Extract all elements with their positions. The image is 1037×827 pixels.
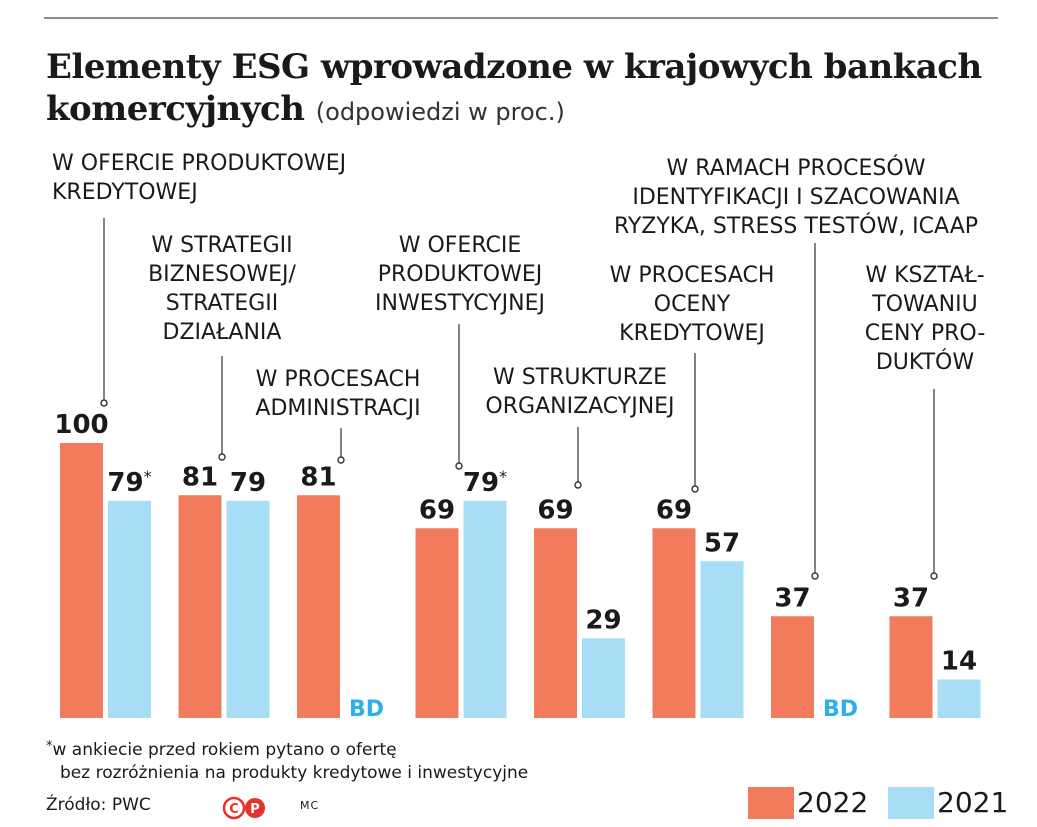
chart-subtitle: (odpowiedzi w proc.) [315,98,565,126]
value-label-2021-asterisk: * [144,467,152,486]
value-label-2021: 79 [230,468,266,498]
category-label: RYZYKA, STRESS TESTÓW, ICAAP [614,213,978,239]
bar-2022 [534,528,577,718]
bar-2021 [937,679,981,718]
category-label: W STRATEGII [151,233,292,258]
value-label-2022: 37 [774,583,810,613]
category-label: STRATEGII [166,291,279,316]
value-label-2021: 29 [585,605,621,635]
bar-2022 [415,528,459,718]
bar-2022 [297,495,340,718]
svg-text:C: C [229,802,239,817]
leader-dot [574,481,582,489]
category-label: W PROCESACH [610,263,775,288]
leader-dot [691,485,699,493]
bar-2022 [771,616,814,718]
category-label: TOWANIU [871,292,977,317]
leader-dot [455,462,463,470]
category-label: BIZNESOWEJ/ [148,262,296,287]
leader-dot [811,572,819,580]
copyright-logo: C P [222,796,265,820]
value-label-2022: 81 [300,462,336,492]
value-label-2021: 79* [463,467,507,498]
footnote-marker: * [46,739,53,754]
category-label: KREDYTOWEJ [52,180,198,205]
value-label-2021: 79* [107,467,151,498]
category-label: W PROCESACH [256,367,421,392]
category-label: W STRUKTURZE [493,365,667,390]
category-label: DZIAŁANIA [163,320,282,345]
leader-dot [337,456,345,464]
footnote-line-1: w ankiecie przed rokiem pytano o ofertę [52,740,397,760]
footnote: *w ankiecie przed rokiem pytano o ofertę… [46,735,528,785]
category-label: DUKTÓW [876,349,975,375]
category-label: ORGANIZACYJNEJ [485,394,674,419]
value-label-2021-bd: BD [823,697,858,722]
author-initials: MC [300,799,320,812]
top-rule [44,17,998,19]
category-label: IDENTYFIKACJI I SZACOWANIA [632,185,959,210]
leader-dot [218,453,226,461]
value-label-2021-asterisk: * [499,467,507,486]
leader-dot [100,399,108,407]
footnote-line-2: bez rozróżnienia na produkty kredytowe i… [60,763,529,783]
value-label-2021: 14 [941,647,977,677]
value-label-2021: 57 [704,528,740,558]
source-note: Źródło: PWC [46,795,151,815]
legend-swatch-2021 [888,786,934,819]
bar-2021 [700,561,744,718]
category-label: INWESTYCYJNEJ [375,291,545,316]
category-label: CENY PRO- [865,321,986,346]
category-label: KREDYTOWEJ [619,321,765,346]
category-label: PRODUKTOWEJ [378,262,543,287]
chart-title-text: Elementy ESG wprowadzone w krajowych ban… [46,47,982,129]
value-label-2022: 69 [537,495,573,525]
category-label: W RAMACH PROCESÓW [667,155,926,181]
bar-2022 [889,616,933,718]
legend-swatch-2022 [748,786,794,819]
bar-2021 [108,500,151,718]
svg-text:P: P [250,802,260,817]
legend-item-2021: 2021 [888,786,1008,819]
legend-label-2022: 2022 [797,786,869,819]
category-label: W OFERCIE PRODUKTOWEJ [52,151,346,176]
bar-2021 [463,500,507,718]
chart-title: Elementy ESG wprowadzone w krajowych ban… [46,46,1026,133]
legend-label-2021: 2021 [937,786,1009,819]
bar-2022 [652,528,696,718]
legend-item-2022: 2022 [748,786,868,819]
value-label-2021-bd: BD [349,697,384,722]
category-label: W OFERCIE [399,233,522,258]
category-label: ADMINISTRACJI [255,396,420,421]
value-label-2022: 100 [54,410,108,440]
value-label-2022: 81 [182,462,218,492]
leader-dot [930,572,938,580]
bar-2021 [582,638,625,718]
bar-2022 [178,495,222,718]
category-label: OCENY [654,292,731,317]
category-label: W KSZTAŁ- [865,263,984,288]
value-label-2022: 37 [893,583,929,613]
bar-2022 [60,443,103,718]
value-label-2022: 69 [656,495,692,525]
value-label-2022: 69 [419,495,455,525]
bar-2021 [226,500,270,718]
